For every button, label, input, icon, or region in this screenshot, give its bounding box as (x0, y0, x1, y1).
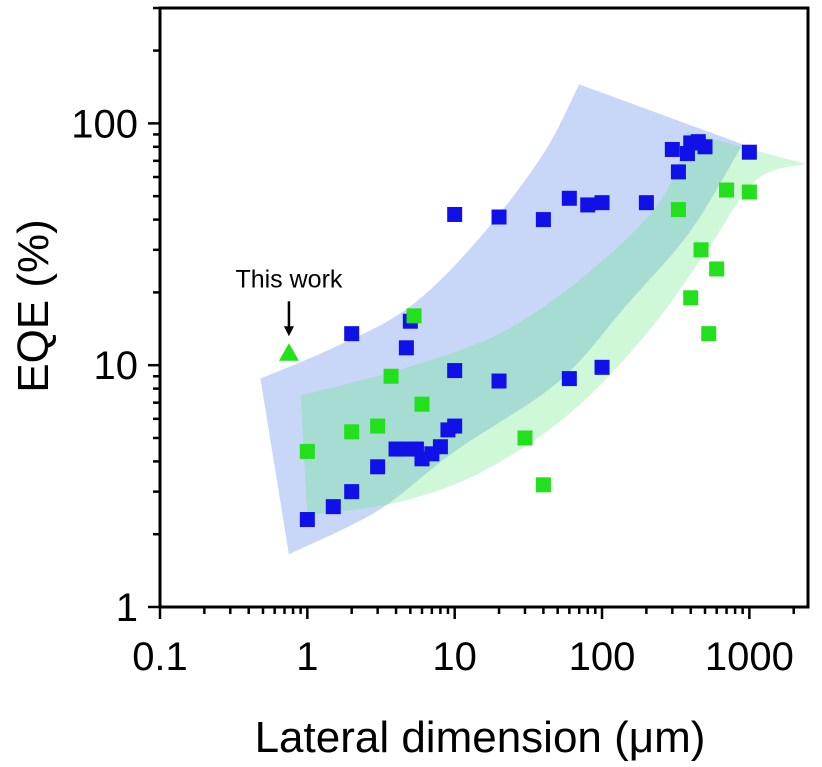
x-axis-title: Lateral dimension (μm) (255, 713, 706, 762)
plot-frame (158, 6, 810, 609)
square-point (670, 164, 686, 180)
square-point (517, 430, 533, 446)
square-point (561, 371, 577, 387)
axes: 0.1 1 10 100 1000 1 10 100 (71, 6, 810, 679)
x-tick-label: 1000 (705, 635, 794, 679)
square-point (670, 202, 686, 218)
x-tick-label: 0.1 (132, 635, 188, 679)
square-point (535, 212, 551, 228)
triangle-point (278, 343, 299, 361)
square-point (741, 144, 757, 160)
square-point (344, 484, 360, 500)
square-point (447, 363, 463, 379)
annotation-label: This work (235, 265, 342, 293)
data-points (278, 134, 757, 528)
square-point (398, 340, 414, 356)
square-point (580, 197, 596, 213)
square-point (664, 141, 680, 157)
x-tick-label: 10 (432, 635, 477, 679)
square-point (561, 190, 577, 206)
shaded-band-2 (300, 132, 806, 516)
square-point (299, 512, 315, 528)
square-point (299, 443, 315, 459)
square-point (396, 441, 412, 457)
square-point (697, 139, 713, 155)
square-point (701, 326, 717, 342)
square-point (383, 368, 399, 384)
square-point (709, 261, 725, 277)
square-point (741, 184, 757, 200)
square-point (414, 396, 430, 412)
x-tick-label: 100 (569, 635, 636, 679)
square-point (491, 373, 507, 389)
shaded-band-1 (260, 84, 743, 555)
square-point (683, 290, 699, 306)
square-point (535, 477, 551, 493)
x-tick-label: 1 (296, 635, 318, 679)
square-point (491, 209, 507, 225)
square-point (370, 459, 386, 475)
square-point (693, 242, 709, 258)
square-point (638, 195, 654, 211)
square-point (406, 308, 422, 324)
square-point (447, 418, 463, 434)
square-point (344, 326, 360, 342)
y-axis-title: EQE (%) (9, 219, 58, 393)
annotation-arrow-head (283, 326, 294, 337)
y-tick-label: 1 (116, 586, 138, 630)
square-point (370, 418, 386, 434)
shaded-bands (260, 84, 806, 555)
annotations: This work (235, 265, 343, 337)
square-point (344, 424, 360, 440)
square-point (594, 195, 610, 211)
square-point (432, 439, 448, 455)
square-point (447, 206, 463, 222)
y-tick-label: 10 (94, 344, 139, 388)
square-point (325, 499, 341, 515)
square-point (594, 359, 610, 375)
y-tick-label: 100 (71, 102, 138, 146)
square-point (719, 182, 735, 198)
